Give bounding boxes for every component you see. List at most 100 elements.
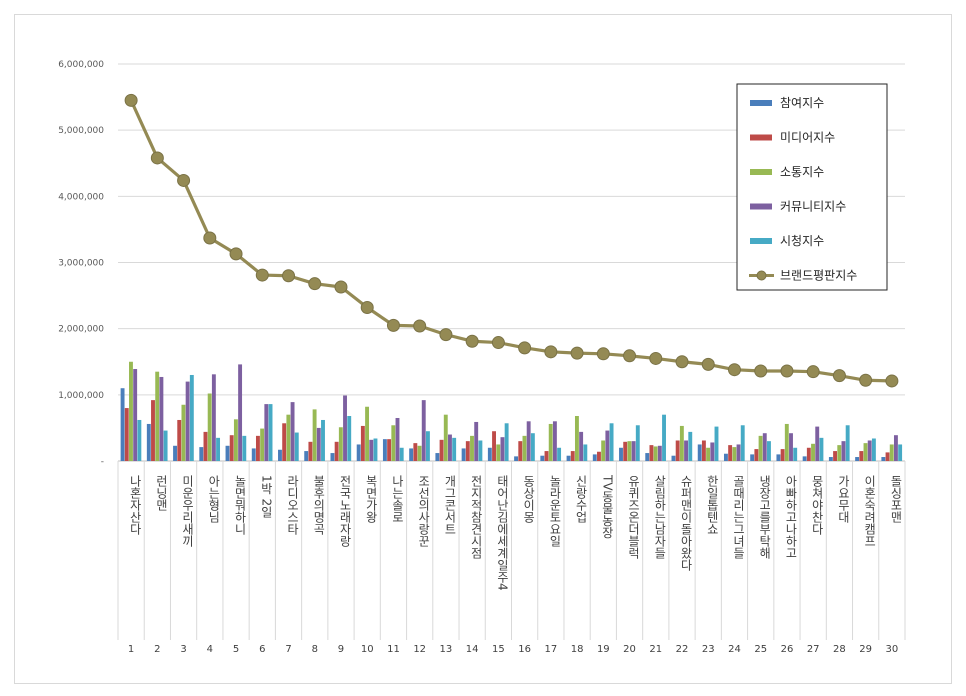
bar-1-11 — [382, 439, 387, 461]
bar-3-24 — [732, 447, 737, 461]
bar-3-28 — [837, 445, 842, 461]
bar-2-19 — [597, 451, 601, 461]
bar-5-4 — [216, 437, 221, 461]
bar-1-24 — [723, 453, 728, 461]
bar-5-11 — [399, 447, 404, 461]
bar-5-25 — [767, 441, 771, 461]
category-label: 살림하는남자들 — [653, 475, 667, 559]
bar-5-28 — [845, 425, 850, 461]
category-number: 12 — [413, 644, 426, 655]
bar-2-26 — [780, 449, 785, 461]
category-number: 2 — [154, 644, 160, 655]
bar-2-18 — [570, 451, 575, 461]
bar-3-4 — [207, 393, 212, 461]
category-number: 21 — [649, 644, 662, 655]
bar-4-25 — [762, 433, 767, 461]
legend-label: 시청지수 — [780, 234, 824, 248]
bar-2-16 — [518, 441, 523, 461]
bar-5-8 — [321, 419, 325, 461]
bar-3-10 — [365, 406, 370, 461]
bar-2-7 — [282, 423, 287, 461]
category-number: 3 — [180, 644, 186, 655]
line-point-16 — [518, 341, 532, 355]
category-label: 태어난김에세계일주4 — [495, 475, 509, 591]
bar-1-30 — [881, 457, 886, 461]
legend-label: 미디어지수 — [780, 131, 835, 145]
legend-swatch — [750, 100, 772, 106]
bar-3-18 — [574, 416, 579, 461]
bar-5-27 — [819, 437, 824, 461]
line-point-17 — [544, 345, 558, 359]
legend-swatch — [750, 203, 772, 210]
bar-3-30 — [889, 444, 894, 461]
bar-5-22 — [688, 431, 693, 461]
bar-1-1 — [120, 388, 125, 461]
bar-4-5 — [238, 364, 243, 461]
category-number: 5 — [233, 644, 239, 655]
category-label: 라디오스타 — [286, 475, 300, 535]
line-point-20 — [623, 349, 637, 363]
bar-5-2 — [163, 430, 168, 461]
grid-layer — [117, 63, 906, 640]
bar-1-23 — [697, 444, 702, 461]
bar-1-16 — [514, 456, 519, 461]
bar-3-13 — [443, 414, 448, 461]
bar-3-9 — [338, 427, 343, 461]
bar-2-6 — [255, 435, 260, 461]
bar-2-28 — [833, 451, 838, 461]
bar-1-14 — [461, 448, 466, 461]
category-label: 냉장고를부탁해 — [758, 475, 772, 559]
y-tick-label: 3,000,000 — [58, 259, 104, 269]
bar-1-25 — [750, 454, 755, 461]
bar-4-28 — [841, 441, 846, 461]
bar-5-26 — [793, 447, 798, 461]
bar-4-13 — [448, 434, 452, 461]
bar-5-19 — [609, 423, 614, 461]
legend-swatch-marker — [756, 270, 767, 281]
bars-layer — [120, 361, 903, 461]
bar-1-4 — [199, 447, 204, 461]
line-point-11 — [386, 318, 400, 332]
category-label: 이혼숙려캠프 — [863, 475, 877, 547]
bar-2-22 — [675, 440, 680, 461]
bar-1-3 — [173, 445, 177, 461]
bar-4-21 — [657, 445, 662, 461]
bar-4-18 — [579, 431, 584, 461]
bar-4-11 — [395, 417, 400, 461]
bar-3-17 — [548, 423, 553, 461]
bar-2-13 — [439, 439, 444, 461]
bar-5-24 — [740, 425, 745, 461]
category-number: 30 — [886, 644, 899, 655]
bar-1-5 — [225, 445, 230, 461]
bar-4-3 — [185, 381, 190, 461]
category-number: 17 — [544, 644, 557, 655]
category-label: 전국노래자랑 — [338, 475, 352, 547]
y-tick-label: 6,000,000 — [58, 60, 104, 70]
category-label: 미운우리새끼 — [181, 475, 195, 547]
bar-4-17 — [552, 421, 557, 461]
bar-4-9 — [343, 395, 347, 461]
bar-3-2 — [155, 371, 160, 461]
line-point-8 — [308, 277, 322, 291]
chart-frame: 6,000,000 5,000,000 4,000,000 3,000,000 2,00… — [14, 14, 952, 684]
bar-4-15 — [500, 437, 505, 461]
bar-1-20 — [619, 447, 623, 461]
category-number: 16 — [518, 644, 531, 655]
bar-1-12 — [409, 448, 414, 461]
category-number: 9 — [338, 644, 344, 655]
category-number: 10 — [361, 644, 374, 655]
label-layer: 6,000,000 5,000,000 4,000,000 3,000,000 2,00… — [58, 60, 903, 655]
bar-4-26 — [789, 433, 793, 461]
bar-2-20 — [623, 441, 628, 461]
y-tick-label: 2,000,000 — [58, 325, 104, 335]
category-label: 개그콘서트 — [443, 475, 457, 535]
bar-4-14 — [474, 421, 479, 461]
category-label: 전지적참견시점 — [469, 475, 483, 559]
y-tick-label: - — [101, 457, 104, 467]
bar-2-9 — [334, 441, 339, 461]
bar-5-1 — [137, 419, 142, 461]
bar-5-5 — [242, 435, 247, 461]
bar-1-10 — [356, 444, 361, 461]
bar-5-29 — [871, 438, 876, 461]
